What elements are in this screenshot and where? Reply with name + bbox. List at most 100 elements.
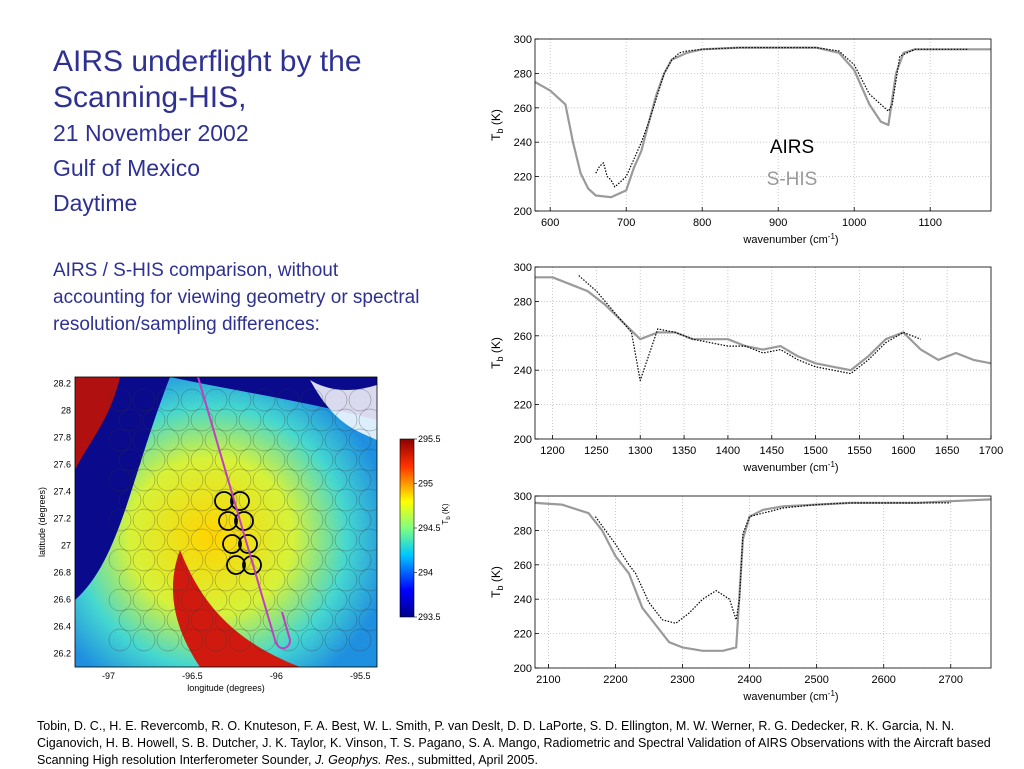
airs-footprint: [132, 388, 156, 412]
airs-footprint: [276, 628, 300, 652]
map-y-tick-label: 27.6: [53, 460, 71, 470]
y-tick-label: 200: [514, 663, 532, 675]
slide-place: Gulf of Mexico: [53, 155, 200, 181]
airs-footprint: [166, 408, 190, 432]
airs-footprint: [348, 508, 372, 532]
map-y-tick-label: 26.6: [53, 595, 71, 605]
airs-footprint: [190, 448, 214, 472]
map-y-tick-label: 27.2: [53, 514, 71, 524]
airs-footprint: [156, 588, 180, 612]
airs-footprint: [310, 568, 334, 592]
airs-footprint: [310, 528, 334, 552]
airs-footprint: [238, 408, 262, 432]
map-y-tick-label: 27.4: [53, 487, 71, 497]
x-tick-label: 2600: [871, 674, 895, 686]
y-tick-label: 220: [514, 629, 532, 641]
airs-footprint: [252, 388, 276, 412]
airs-footprint: [204, 468, 228, 492]
y-tick-label: 240: [514, 594, 532, 606]
slide-title-line2: Scanning-HIS,: [53, 81, 247, 114]
map-x-tick-label: -96.5: [182, 671, 203, 681]
colorbar-tick-label: 294.5: [418, 523, 441, 533]
airs-footprint: [358, 568, 377, 592]
spectrum-panel-bot: 2100 2200 2300 2400 2500 2600 2700 200 220 240 260…: [489, 491, 992, 703]
airs-footprint: [142, 608, 166, 632]
map-y-tick-label: 28: [61, 406, 71, 416]
x-tick-label: 1600: [891, 445, 915, 457]
x-tick-label: 1500: [803, 445, 827, 457]
airs-footprint: [252, 548, 276, 572]
map-x-tick-label: -97: [102, 671, 115, 681]
airs-footprint: [132, 508, 156, 532]
airs-footprint: [180, 508, 204, 532]
x-tick-label: 1300: [628, 445, 652, 457]
y-tick-label: 220: [514, 400, 532, 412]
airs-footprint: [156, 468, 180, 492]
airs-footprint: [180, 548, 204, 572]
airs-footprint: [252, 588, 276, 612]
airs-footprint: [180, 428, 204, 452]
airs-footprint: [334, 488, 358, 512]
airs-footprint: [300, 388, 324, 412]
map-image: [75, 377, 377, 667]
colorbar-tick-label: 295: [418, 479, 433, 489]
airs-footprint: [252, 468, 276, 492]
legend-shis: S-HIS: [767, 169, 818, 190]
airs-footprint: [156, 428, 180, 452]
y-axis-label: Tb (K): [489, 566, 505, 598]
airs-footprint: [190, 528, 214, 552]
x-tick-label: 2700: [939, 674, 963, 686]
citation-status: , submitted, April 2005.: [410, 753, 538, 767]
y-tick-label: 300: [514, 262, 532, 274]
x-tick-label: 2200: [603, 674, 627, 686]
airs-footprint: [204, 548, 228, 572]
x-tick-label: 800: [693, 217, 711, 229]
map-y-tick-label: 26.2: [53, 649, 71, 659]
airs-footprint: [334, 568, 358, 592]
x-tick-label: 1250: [584, 445, 608, 457]
airs-footprint: [252, 428, 276, 452]
airs-footprint: [108, 628, 132, 652]
airs-footprint: [180, 388, 204, 412]
colorbar: [399, 438, 415, 618]
airs-footprint: [324, 428, 348, 452]
colorbar-tick-label: 294: [418, 568, 433, 578]
airs-footprint: [204, 508, 228, 532]
x-tick-label: 1000: [842, 217, 866, 229]
land-north: [75, 377, 120, 470]
map-y-tick-label: 28.2: [53, 379, 71, 389]
airs-footprint: [214, 608, 238, 632]
airs-footprint: [190, 608, 214, 632]
y-tick-label: 240: [514, 137, 532, 149]
airs-footprint: [276, 428, 300, 452]
airs-footprint: [262, 528, 286, 552]
selected-footprint: [222, 534, 242, 554]
airs-footprint: [108, 548, 132, 572]
x-axis-label: wavenumber (cm-1): [742, 689, 838, 703]
airs-footprint: [228, 628, 252, 652]
airs-footprint: [286, 448, 310, 472]
selected-footprint: [218, 511, 238, 531]
citation: Tobin, D. C., H. E. Revercomb, R. O. Knu…: [37, 718, 997, 769]
spectrum-panel-top: 600 700 800 900 1000 1100 200 220 240 260 280 300 wa…: [489, 34, 992, 246]
map-x-tick-label: -96: [270, 671, 283, 681]
airs-footprint: [228, 588, 252, 612]
slide-title-line1: AIRS underflight by the: [53, 45, 362, 78]
x-tick-label: 1200: [540, 445, 564, 457]
colorbar-tick-label: 293.5: [418, 612, 441, 622]
airs-footprint: [348, 628, 372, 652]
airs-footprint: [180, 588, 204, 612]
x-tick-label: 2500: [804, 674, 828, 686]
y-tick-label: 300: [514, 491, 532, 503]
airs-footprint: [156, 508, 180, 532]
airs-footprint: [204, 628, 228, 652]
airs-footprint: [190, 408, 214, 432]
airs-footprint: [300, 508, 324, 532]
x-tick-label: 1100: [918, 217, 942, 229]
airs-footprint: [358, 608, 377, 632]
flight-track: [197, 377, 292, 650]
selected-footprint: [230, 491, 250, 511]
airs-footprint: [348, 588, 372, 612]
slide-date: 21 November 2002: [53, 120, 249, 146]
map-y-tick-label: 27.8: [53, 433, 71, 443]
